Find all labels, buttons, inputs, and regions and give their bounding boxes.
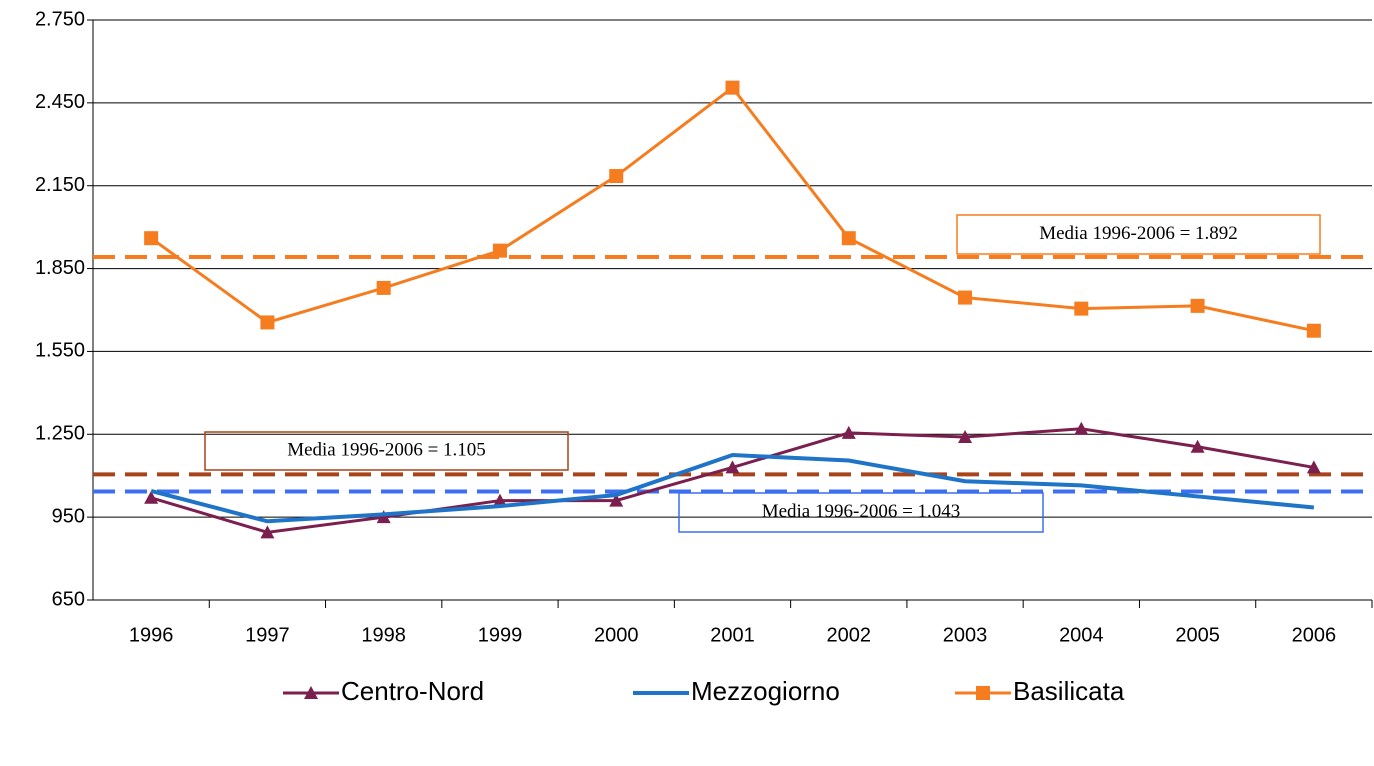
- x-tick-label: 2004: [1059, 624, 1104, 646]
- x-tick-label: 1996: [129, 624, 174, 646]
- marker: [492, 243, 507, 258]
- series-line: [150, 452, 1315, 524]
- x-tick-label: 2000: [594, 624, 639, 646]
- marker: [958, 430, 973, 444]
- marker: [609, 169, 624, 184]
- marker: [1074, 301, 1089, 316]
- marker: [1190, 298, 1205, 313]
- marker: [725, 460, 740, 474]
- y-tick-label: 950: [52, 505, 85, 527]
- x-tick-label: 2006: [1292, 624, 1337, 646]
- marker: [1306, 460, 1321, 474]
- legend-label: Centro-Nord: [341, 676, 484, 706]
- marker: [376, 280, 391, 295]
- x-tick-label: 1998: [361, 624, 406, 646]
- legend-label: Basilicata: [1013, 676, 1125, 706]
- marker: [260, 525, 275, 539]
- legend-label: Mezzogiorno: [691, 676, 840, 706]
- marker: [958, 290, 973, 305]
- annotation-box: [956, 214, 1321, 255]
- annotation-box: [678, 492, 1044, 533]
- series-line: [150, 85, 1315, 333]
- annotation: Media 1996-2006 = 1.892: [1039, 223, 1238, 244]
- marker: [144, 490, 159, 504]
- y-tick-label: 2.450: [35, 91, 85, 113]
- x-tick-label: 1997: [245, 624, 290, 646]
- marker: [725, 80, 740, 95]
- legend-marker: [304, 686, 318, 699]
- annotation: Media 1996-2006 = 1.105: [287, 439, 486, 460]
- y-tick-label: 1.550: [35, 340, 85, 362]
- y-tick-label: 1.850: [35, 257, 85, 279]
- x-tick-label: 2005: [1175, 624, 1220, 646]
- marker: [1306, 323, 1321, 338]
- y-tick-label: 1.250: [35, 423, 85, 445]
- marker: [841, 425, 856, 439]
- marker: [609, 493, 624, 507]
- marker: [260, 315, 275, 330]
- legend-marker: [976, 686, 990, 700]
- marker: [1074, 421, 1089, 435]
- marker: [144, 231, 159, 246]
- x-tick-label: 2002: [827, 624, 872, 646]
- annotation: Media 1996-2006 = 1.043: [762, 501, 961, 522]
- y-tick-label: 2.750: [35, 8, 85, 30]
- y-tick-label: 2.150: [35, 174, 85, 196]
- marker: [492, 493, 507, 507]
- y-tick-label: 650: [52, 588, 85, 610]
- marker: [1190, 439, 1205, 453]
- x-tick-label: 2003: [943, 624, 988, 646]
- x-tick-label: 2001: [710, 624, 755, 646]
- annotation-box: [204, 431, 569, 471]
- marker: [376, 510, 391, 524]
- marker: [841, 231, 856, 246]
- x-tick-label: 1999: [478, 624, 523, 646]
